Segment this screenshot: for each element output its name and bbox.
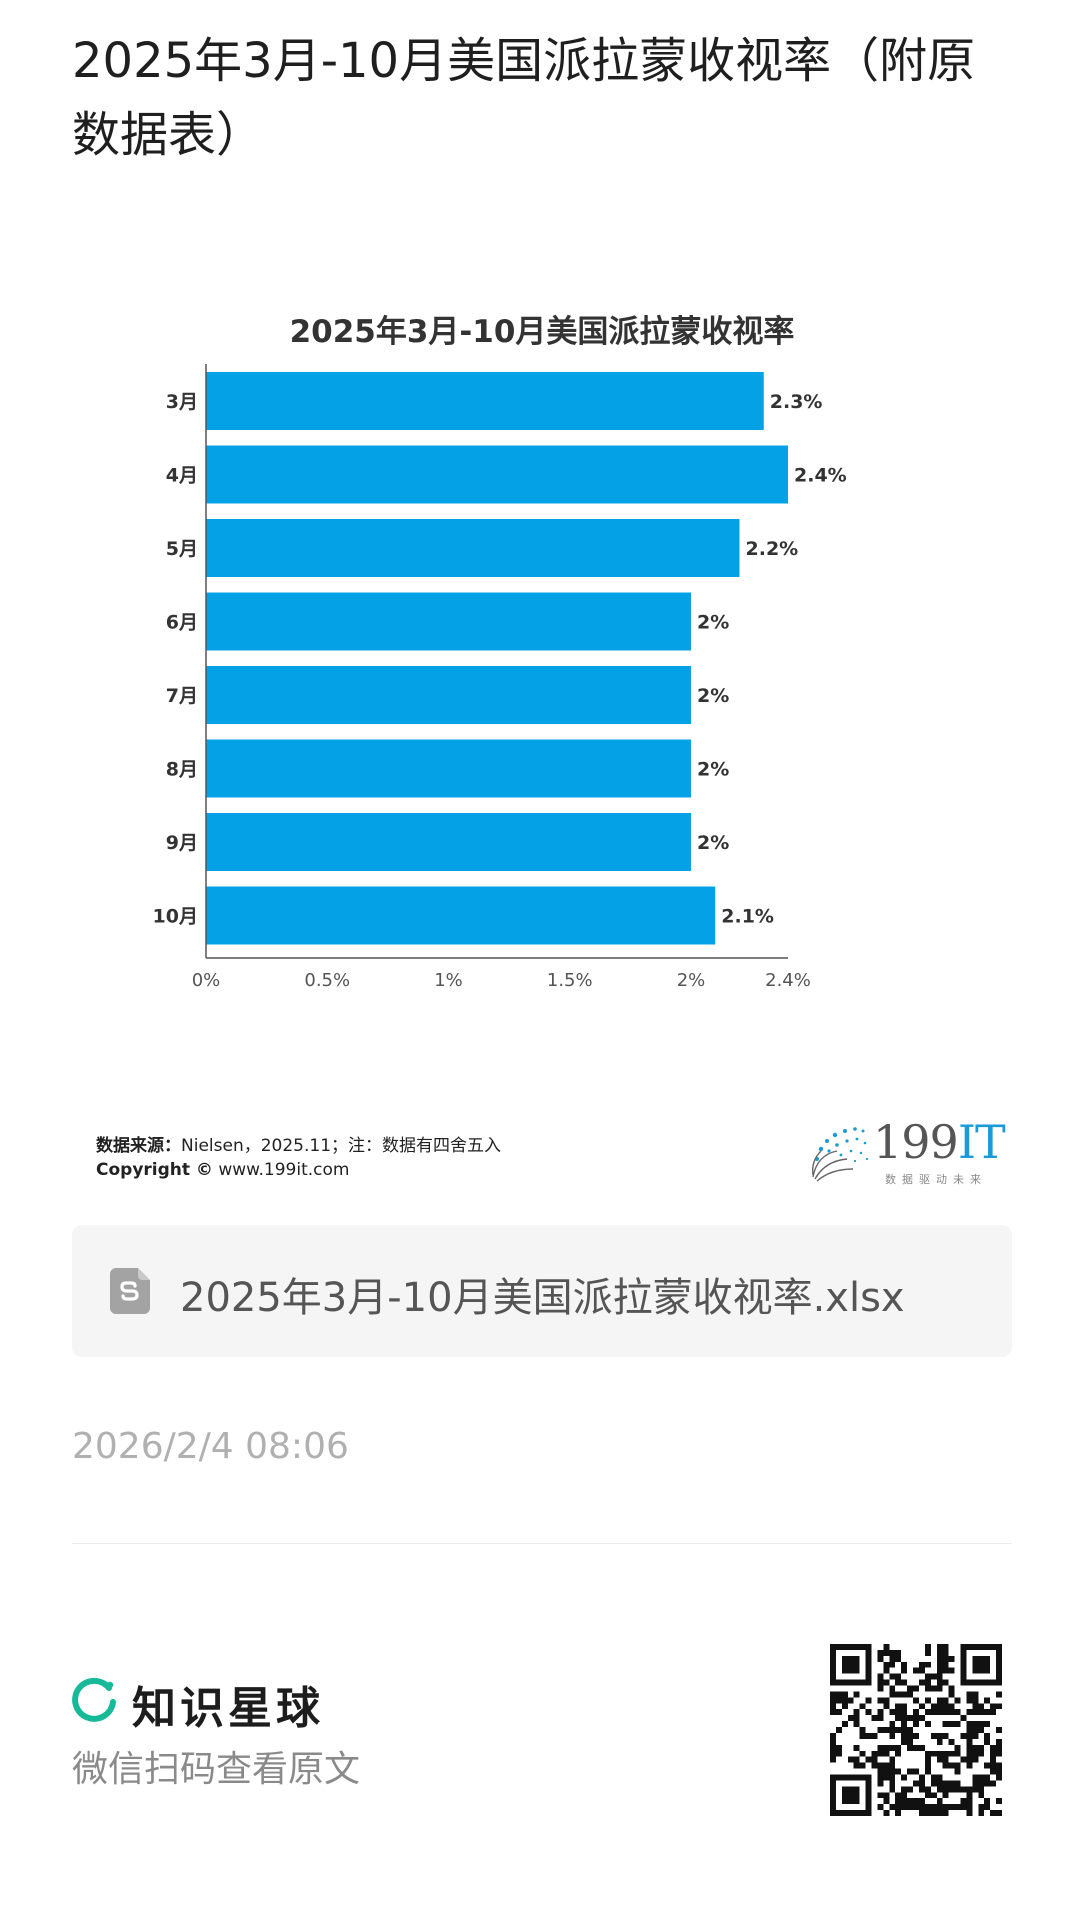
app-name: 知识星球: [132, 1683, 324, 1734]
section-divider: [72, 1543, 1012, 1544]
bar-chart: 2025年3月-10月美国派拉蒙收视率 3月 2.3% 4月 2.4% 5月 2.2% 6月…: [153, 314, 847, 991]
page-title: 2025年3月-10月美国派拉蒙收视率（附原数据表）: [72, 33, 976, 163]
chart-image: 2025年3月-10月美国派拉蒙收视率 3月 2.3% 4月 2.4% 5月 2.2% 6月…: [72, 265, 1012, 1205]
copyright-note: Copyright © www.199it.com: [96, 1160, 349, 1180]
bar-6: [206, 739, 691, 798]
x-tick-label: 0.5%: [304, 970, 350, 991]
qr-code-icon[interactable]: [830, 1644, 1002, 1816]
category-label: 6月: [166, 612, 198, 634]
x-tick-label: 2%: [677, 970, 706, 991]
attachment-card[interactable]: 2025年3月-10月美国派拉蒙收视率.xlsx: [72, 1225, 1012, 1357]
x-tick-label: 1.5%: [547, 970, 593, 991]
value-label: 2%: [697, 759, 729, 781]
category-label: 8月: [166, 759, 198, 781]
category-label: 5月: [166, 538, 198, 560]
value-label: 2.2%: [746, 538, 799, 560]
category-label: 7月: [166, 685, 198, 707]
dandelion-icon: [811, 1127, 869, 1182]
value-label: 2.3%: [770, 391, 823, 413]
attachment-file-name[interactable]: 2025年3月-10月美国派拉蒙收视率.xlsx: [180, 1275, 905, 1321]
category-label: 9月: [166, 832, 198, 854]
bar-1: [206, 372, 764, 430]
scan-hint: 微信扫码查看原文: [72, 1749, 361, 1790]
data-source-note: 数据来源：Nielsen，2025.11；注：数据有四舍五入: [96, 1131, 501, 1156]
value-label: 2.4%: [794, 465, 847, 487]
zsxq-logo: 知识星球: [72, 1672, 372, 1734]
bar-7: [206, 813, 691, 871]
x-tick-label: 2.4%: [765, 970, 811, 991]
publish-timestamp: 2026/2/4 08:06: [72, 1426, 349, 1467]
planet-ring-icon: [72, 1677, 116, 1722]
bar-2: [206, 445, 788, 504]
copyright-label: Copyright ©: [96, 1160, 213, 1180]
x-tick-label: 1%: [434, 970, 463, 991]
x-tick-label: 0%: [192, 970, 221, 991]
value-label: 2%: [697, 832, 729, 854]
source-label: 数据来源：: [96, 1136, 181, 1156]
value-label: 2.1%: [721, 906, 774, 928]
bar-4: [206, 592, 691, 651]
value-label: 2%: [697, 612, 729, 634]
brand-logo-199it: 199IT 数据驱动未来: [807, 1115, 1007, 1190]
bar-8: [206, 886, 716, 945]
spreadsheet-file-icon: [110, 1268, 150, 1314]
brand-name: 199IT: [873, 1115, 1006, 1169]
category-label: 10月: [153, 906, 198, 928]
category-label: 3月: [166, 391, 198, 413]
bar-3: [206, 519, 740, 577]
bar-5: [206, 666, 691, 724]
copyright-url: www.199it.com: [218, 1160, 350, 1180]
source-text: Nielsen，2025.11；注：数据有四舍五入: [181, 1136, 502, 1156]
chart-title: 2025年3月-10月美国派拉蒙收视率: [290, 314, 795, 350]
brand-slogan: 数据驱动未来: [885, 1173, 987, 1186]
value-label: 2%: [697, 685, 729, 707]
category-label: 4月: [166, 465, 198, 487]
